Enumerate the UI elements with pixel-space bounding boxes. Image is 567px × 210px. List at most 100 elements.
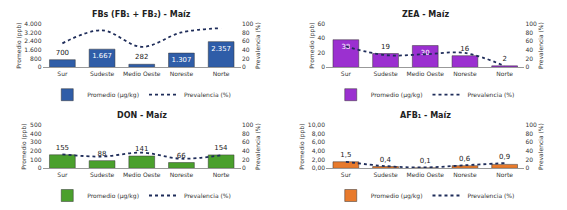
- svg-text:Sur: Sur: [57, 171, 68, 178]
- svg-text:Noreste: Noreste: [170, 171, 194, 178]
- svg-text:88: 88: [98, 150, 107, 158]
- svg-text:2: 2: [502, 55, 506, 63]
- svg-text:700: 700: [56, 49, 69, 57]
- svg-text:Prevalencia (%): Prevalencia (%): [254, 22, 261, 69]
- svg-text:Sudeste: Sudeste: [90, 70, 115, 77]
- svg-text:Prevalencia (%): Prevalencia (%): [184, 192, 231, 199]
- svg-text:100: 100: [30, 156, 42, 163]
- svg-text:100: 100: [242, 121, 254, 128]
- svg-text:100: 100: [525, 20, 537, 27]
- svg-text:Medio Oeste: Medio Oeste: [123, 171, 161, 178]
- svg-text:80: 80: [525, 29, 533, 36]
- svg-text:DON - Maíz: DON - Maíz: [117, 111, 167, 120]
- svg-text:Promedio (ppb): Promedio (ppb): [308, 22, 316, 68]
- svg-text:300: 300: [30, 138, 42, 145]
- svg-text:4,00: 4,00: [312, 147, 326, 154]
- svg-text:Promedio (ppb): Promedio (ppb): [298, 123, 306, 169]
- svg-text:60: 60: [317, 20, 325, 27]
- svg-text:Prevalencia (%): Prevalencia (%): [467, 192, 514, 199]
- svg-text:Promedio (µg/kg): Promedio (µg/kg): [371, 91, 423, 99]
- svg-text:Prevalencia (%): Prevalencia (%): [537, 123, 544, 170]
- svg-text:40: 40: [317, 34, 325, 41]
- svg-text:Promedio (µg/kg): Promedio (µg/kg): [87, 192, 139, 200]
- svg-text:0,00: 0,00: [312, 164, 326, 171]
- svg-text:80: 80: [525, 130, 533, 137]
- svg-text:60: 60: [242, 138, 250, 145]
- svg-text:Prevalencia (%): Prevalencia (%): [184, 91, 231, 98]
- svg-text:Sudeste: Sudeste: [373, 70, 398, 77]
- svg-text:40: 40: [242, 46, 250, 53]
- svg-text:10,00: 10,00: [308, 121, 325, 128]
- svg-text:19: 19: [381, 43, 390, 51]
- svg-text:Medio Oeste: Medio Oeste: [406, 70, 444, 77]
- svg-text:Norte: Norte: [496, 70, 513, 77]
- svg-text:0,9: 0,9: [499, 153, 510, 161]
- svg-text:Sudeste: Sudeste: [373, 171, 398, 178]
- svg-text:0,6: 0,6: [459, 155, 471, 163]
- svg-text:20: 20: [242, 55, 250, 62]
- svg-text:Medio Oeste: Medio Oeste: [406, 171, 444, 178]
- svg-text:16: 16: [460, 45, 469, 53]
- svg-text:0: 0: [525, 164, 529, 171]
- svg-text:80: 80: [242, 29, 250, 36]
- svg-text:40: 40: [242, 147, 250, 154]
- svg-text:ZEA - Maíz: ZEA - Maíz: [402, 10, 449, 19]
- svg-text:Noreste: Noreste: [453, 70, 477, 77]
- svg-text:155: 155: [56, 144, 69, 152]
- svg-text:200: 200: [30, 147, 42, 154]
- svg-text:30: 30: [421, 49, 430, 57]
- svg-text:Norte: Norte: [496, 171, 513, 178]
- svg-text:80: 80: [242, 130, 250, 137]
- svg-text:Norte: Norte: [213, 171, 230, 178]
- svg-text:100: 100: [242, 20, 254, 27]
- svg-text:60: 60: [525, 138, 533, 145]
- svg-text:Medio Oeste: Medio Oeste: [123, 70, 161, 77]
- svg-text:1.307: 1.307: [172, 56, 192, 64]
- svg-text:AFB₁ - Maíz: AFB₁ - Maíz: [400, 111, 451, 120]
- svg-text:0: 0: [38, 63, 42, 70]
- svg-text:Sur: Sur: [57, 70, 68, 77]
- svg-text:20: 20: [525, 55, 533, 62]
- svg-text:6,00: 6,00: [312, 138, 326, 145]
- svg-text:Noreste: Noreste: [170, 70, 194, 77]
- svg-text:66: 66: [177, 152, 186, 160]
- svg-text:Prevalencia (%): Prevalencia (%): [537, 22, 544, 69]
- svg-text:60: 60: [525, 37, 533, 44]
- svg-text:8,00: 8,00: [312, 130, 326, 137]
- svg-text:0: 0: [321, 63, 325, 70]
- svg-text:1.600: 1.600: [24, 46, 41, 53]
- svg-text:20: 20: [317, 49, 325, 56]
- svg-text:0: 0: [242, 164, 246, 171]
- svg-text:3.200: 3.200: [24, 29, 41, 36]
- svg-text:20: 20: [525, 156, 533, 163]
- svg-text:0: 0: [38, 164, 42, 171]
- svg-text:1,5: 1,5: [340, 151, 351, 159]
- svg-text:0: 0: [242, 63, 246, 70]
- svg-text:0,1: 0,1: [420, 157, 431, 165]
- svg-text:FBs (FB₁ + FB₂) - Maíz: FBs (FB₁ + FB₂) - Maíz: [92, 10, 191, 19]
- svg-text:100: 100: [525, 121, 537, 128]
- svg-text:Noreste: Noreste: [453, 171, 477, 178]
- svg-text:38: 38: [341, 43, 350, 51]
- svg-text:154: 154: [214, 144, 228, 152]
- svg-text:Sur: Sur: [341, 70, 352, 77]
- svg-text:Promedio (µg/kg): Promedio (µg/kg): [371, 192, 423, 200]
- svg-text:60: 60: [242, 37, 250, 44]
- svg-text:0,4: 0,4: [380, 156, 392, 164]
- svg-text:2,00: 2,00: [312, 156, 326, 163]
- svg-text:400: 400: [30, 130, 42, 137]
- svg-text:Prevalencia (%): Prevalencia (%): [467, 91, 514, 98]
- svg-text:40: 40: [525, 147, 533, 154]
- svg-text:Norte: Norte: [213, 70, 230, 77]
- svg-text:282: 282: [135, 53, 148, 61]
- svg-text:Sudeste: Sudeste: [90, 171, 115, 178]
- svg-text:141: 141: [135, 145, 148, 153]
- svg-text:20: 20: [242, 156, 250, 163]
- svg-text:500: 500: [30, 121, 42, 128]
- svg-text:4.000: 4.000: [24, 20, 41, 27]
- svg-text:Sur: Sur: [341, 171, 352, 178]
- svg-text:0: 0: [525, 63, 529, 70]
- svg-text:Promedio (µg/kg): Promedio (µg/kg): [87, 91, 139, 99]
- svg-text:Promedio (ppb): Promedio (ppb): [15, 22, 23, 68]
- svg-text:1.667: 1.667: [92, 52, 112, 60]
